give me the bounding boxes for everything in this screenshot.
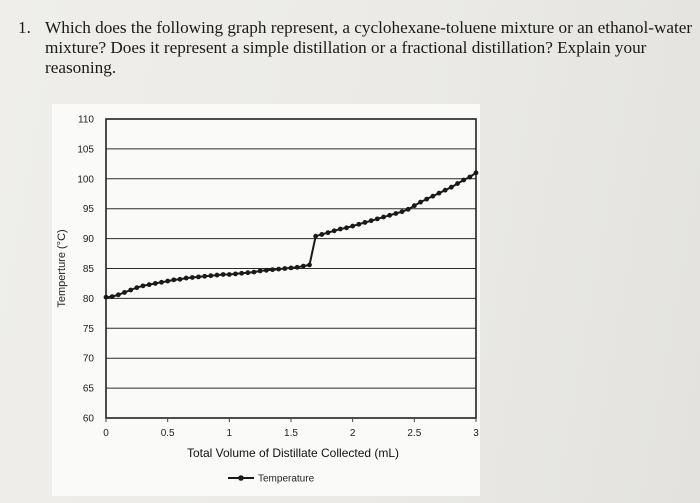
data-point (165, 278, 171, 284)
y-tick-label: 110 (78, 115, 94, 126)
data-point (467, 174, 473, 180)
x-tick-label: 2.5 (407, 428, 421, 439)
data-point (239, 270, 245, 276)
data-point (202, 273, 208, 279)
data-point (455, 181, 460, 186)
legend-marker (238, 475, 244, 481)
data-point (374, 216, 380, 222)
data-point (146, 282, 152, 288)
y-tick-label: 80 (83, 294, 95, 305)
data-point (356, 221, 362, 227)
x-tick-label: 1 (227, 428, 233, 439)
data-point (128, 287, 134, 293)
data-point (461, 177, 467, 183)
data-point (183, 275, 189, 281)
data-point (387, 212, 393, 218)
data-point (282, 266, 288, 271)
data-point (424, 196, 430, 202)
data-point (442, 187, 448, 193)
x-axis-title: Total Volume of Distillate Collected (mL… (187, 446, 399, 460)
data-point (115, 292, 121, 298)
data-point (140, 283, 146, 289)
y-tick-label: 65 (83, 384, 95, 395)
data-point (399, 209, 405, 215)
data-point (430, 193, 436, 199)
data-point (393, 211, 399, 216)
data-point (159, 279, 164, 285)
x-tick-label: 3 (473, 428, 479, 439)
data-point (109, 294, 115, 300)
legend-label: Temperature (258, 474, 315, 485)
y-tick-label: 70 (83, 354, 95, 365)
question-text: Which does the following graph represent… (45, 18, 693, 77)
y-tick-label: 60 (83, 414, 95, 425)
data-point (448, 184, 454, 190)
y-axis-title: Temperture (°C) (56, 229, 68, 307)
data-point (418, 199, 423, 205)
data-point (436, 190, 442, 196)
x-tick-label: 1.5 (284, 428, 298, 439)
data-point (381, 214, 386, 220)
data-point (405, 206, 411, 212)
data-point (214, 272, 220, 278)
data-point (103, 294, 109, 300)
data-point (337, 226, 343, 232)
y-tick-label: 90 (83, 234, 95, 245)
data-point (177, 276, 183, 282)
data-point (473, 170, 479, 176)
data-point (368, 218, 374, 224)
data-point (270, 267, 275, 273)
y-tick-label: 105 (77, 144, 94, 155)
series-line-temperature (105, 171, 477, 299)
data-point (226, 272, 232, 277)
data-point (313, 233, 319, 239)
x-tick-label: 0 (103, 428, 109, 439)
data-point (344, 225, 349, 231)
x-tick-label: 2 (350, 428, 356, 439)
data-point (220, 272, 226, 277)
y-tick-label: 85 (83, 264, 95, 275)
data-point (251, 269, 257, 275)
data-point (152, 281, 158, 286)
y-tick-label: 100 (77, 174, 94, 185)
y-tick-label: 95 (83, 204, 95, 215)
data-point (325, 230, 331, 236)
data-point (196, 274, 201, 280)
data-point (208, 273, 214, 279)
data-point (257, 268, 263, 274)
chart-figure: 110 105 100 95 90 85 80 75 70 65 60 0 0.5 1 1.5 2 2.5 3 Te… (52, 104, 480, 496)
question-number: 1. (18, 18, 31, 37)
data-point (350, 223, 356, 229)
data-point (307, 262, 312, 268)
data-point (362, 220, 368, 225)
data-point (245, 270, 251, 276)
data-point (233, 271, 238, 277)
data-point (331, 228, 337, 234)
data-point (300, 263, 306, 269)
data-point (294, 264, 300, 270)
line-chart: 110 105 100 95 90 85 80 75 70 65 60 0 0.5 1 1.5 2 2.5 3 Te… (56, 115, 479, 485)
y-tick-label: 75 (83, 324, 95, 335)
data-point (319, 232, 325, 237)
data-point (411, 203, 417, 209)
data-point (263, 267, 269, 273)
data-point (276, 266, 282, 272)
x-tick-label: 0.5 (161, 428, 175, 439)
data-point (288, 265, 294, 271)
data-point (134, 285, 140, 291)
data-point (122, 290, 127, 295)
data-point (189, 275, 195, 280)
data-point (171, 277, 177, 283)
